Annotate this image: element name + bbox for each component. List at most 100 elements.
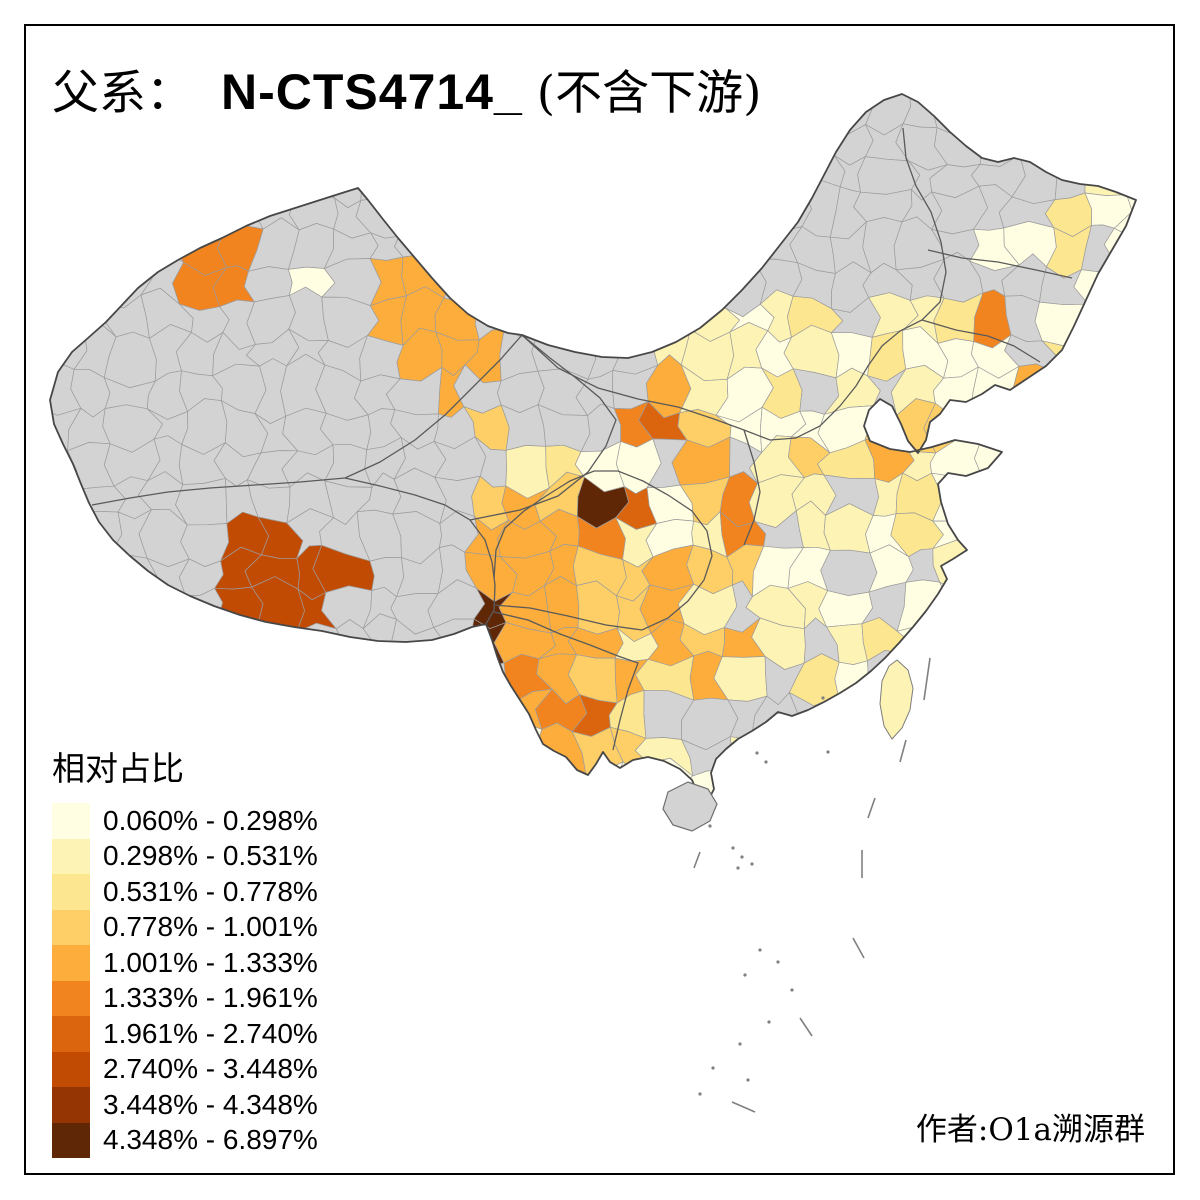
prefecture-cell — [401, 838, 428, 885]
prefecture-cell — [395, 804, 432, 845]
prefecture-cell — [944, 614, 980, 670]
prefecture-cell — [579, 187, 625, 243]
prefecture-cell — [792, 94, 830, 123]
prefecture-cell — [324, 769, 375, 803]
title-haplogroup: N-CTS4714_ — [221, 64, 523, 120]
prefecture-cell — [895, 798, 941, 803]
prefecture-cell — [791, 109, 835, 157]
prefecture-cell — [924, 797, 984, 803]
prefecture-cell — [1122, 365, 1136, 413]
sea-dash-mark — [852, 937, 865, 959]
prefecture-cell — [105, 694, 157, 739]
prefecture-cell — [1150, 584, 1198, 625]
sea-island-dot — [736, 866, 740, 870]
prefecture-cell — [1118, 401, 1136, 453]
prefecture-cell — [1003, 726, 1052, 772]
prefecture-cell — [1004, 577, 1048, 620]
prefecture-cell — [428, 148, 479, 192]
province-border-line — [469, 334, 617, 521]
prefecture-cell — [861, 806, 909, 842]
prefecture-cell — [834, 660, 869, 698]
prefecture-cell — [1111, 539, 1136, 591]
prefecture-cell — [968, 801, 1013, 803]
prefecture-cell — [967, 618, 1018, 669]
prefecture-cell — [1117, 647, 1136, 705]
sea-island-dot — [738, 1042, 742, 1046]
prefecture-cell — [974, 436, 1014, 484]
prefecture-cell — [1151, 774, 1195, 808]
prefecture-cell — [864, 837, 909, 875]
prefecture-cell — [395, 116, 444, 165]
sea-island-dot — [740, 855, 744, 859]
prefecture-cell — [676, 219, 723, 267]
prefecture-cell — [685, 839, 728, 877]
prefecture-cell — [650, 176, 697, 245]
prefecture-cell — [218, 616, 269, 670]
prefecture-cell — [65, 645, 107, 707]
prefecture-cell — [616, 224, 660, 267]
prefecture-cell — [1079, 363, 1124, 414]
prefecture-cell — [1042, 477, 1093, 521]
prefecture-cell — [1154, 402, 1195, 455]
prefecture-cell — [1079, 341, 1123, 369]
sea-dash-mark — [867, 797, 876, 819]
prefecture-cell — [1037, 770, 1086, 803]
prefecture-cell — [215, 148, 263, 200]
prefecture-cell — [534, 256, 578, 311]
sea-island-dot — [698, 1092, 702, 1096]
prefecture-cell — [472, 841, 518, 880]
prefecture-cell — [1105, 585, 1136, 625]
prefecture-cell — [644, 153, 697, 190]
prefecture-cell — [99, 159, 149, 200]
prefecture-cell — [931, 690, 982, 738]
prefecture-cell — [615, 833, 652, 889]
prefecture-cell — [1083, 448, 1120, 489]
sea-dash-mark — [731, 1101, 756, 1113]
legend-row: 3.448% - 4.348% — [52, 1087, 318, 1123]
prefecture-cell — [1114, 519, 1136, 560]
prefecture-cell — [50, 185, 83, 233]
prefecture-cell — [1109, 618, 1136, 659]
prefecture-cell — [1080, 410, 1124, 453]
prefecture-cell — [250, 141, 305, 201]
prefecture-cell — [1120, 94, 1136, 130]
prefecture-cell — [978, 727, 1011, 782]
prefecture-cell — [1125, 762, 1136, 803]
prefecture-cell — [853, 189, 913, 223]
prefecture-cell — [715, 220, 758, 267]
prefecture-cell — [607, 184, 660, 236]
prefecture-cell — [361, 686, 407, 740]
prefecture-cell — [527, 768, 587, 803]
prefecture-cell — [50, 222, 83, 270]
prefecture-cell — [1076, 117, 1123, 163]
prefecture-cell — [179, 158, 227, 200]
prefecture-cell — [1005, 94, 1049, 136]
prefecture-cell — [428, 727, 481, 777]
sea-island-dot — [764, 760, 768, 764]
prefecture-cell — [50, 513, 72, 553]
prefecture-cell — [178, 616, 224, 666]
prefecture-cell — [1079, 808, 1126, 845]
prefecture-cell — [99, 652, 147, 702]
prefecture-cell — [73, 582, 119, 638]
prefecture-cell — [292, 115, 324, 164]
prefecture-cell — [50, 544, 89, 591]
prefecture-cell — [467, 255, 511, 308]
legend-row: 0.531% - 0.778% — [52, 874, 318, 910]
prefecture-cell — [1044, 542, 1085, 597]
prefecture-cell — [507, 233, 546, 262]
prefecture-cell — [1149, 689, 1200, 735]
prefecture-cell — [180, 649, 224, 701]
prefecture-cell — [715, 795, 764, 803]
prefecture-cell — [177, 118, 224, 163]
prefecture-cell — [328, 658, 372, 703]
prefecture-cell — [1012, 835, 1044, 884]
prefecture-cell — [1122, 688, 1136, 741]
prefecture-cell — [759, 94, 803, 120]
legend-label: 4.348% - 6.897% — [103, 1124, 318, 1156]
prefecture-cell — [1081, 294, 1119, 353]
prefecture-cell — [431, 766, 481, 803]
prefecture-cell — [1161, 445, 1200, 488]
prefecture-cell — [175, 477, 228, 526]
